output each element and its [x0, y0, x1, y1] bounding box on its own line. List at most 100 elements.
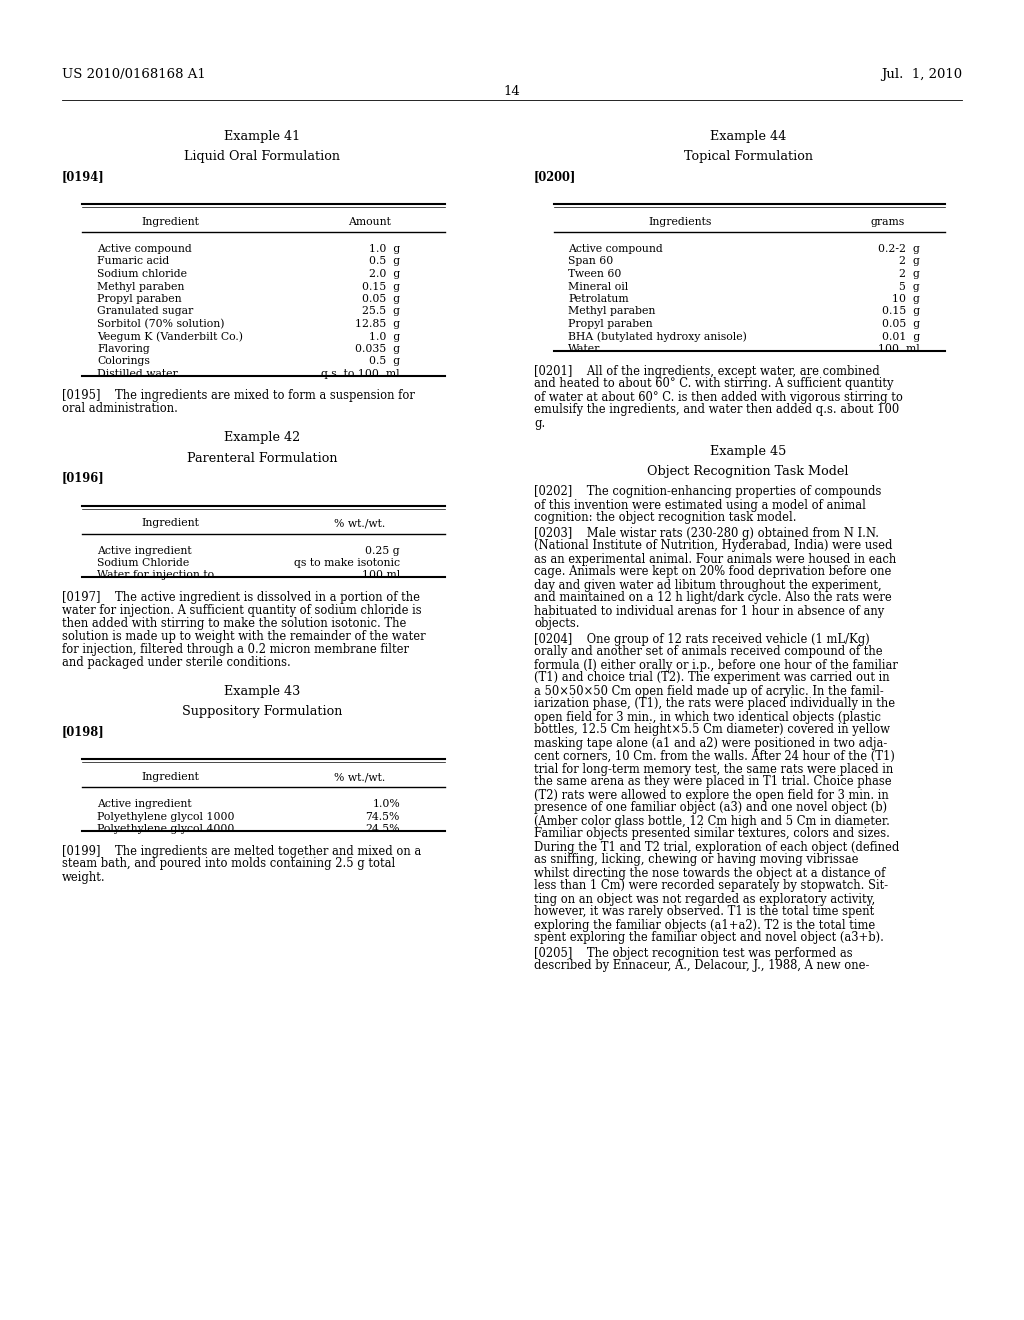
Text: [0201]    All of the ingredients, except water, are combined: [0201] All of the ingredients, except wa…: [534, 364, 880, 378]
Text: oral administration.: oral administration.: [62, 403, 178, 416]
Text: and packaged under sterile conditions.: and packaged under sterile conditions.: [62, 656, 291, 669]
Text: cognition: the object recognition task model.: cognition: the object recognition task m…: [534, 511, 797, 524]
Text: and maintained on a 12 h light/dark cycle. Also the rats were: and maintained on a 12 h light/dark cycl…: [534, 591, 892, 605]
Text: 1.0  g: 1.0 g: [369, 331, 400, 342]
Text: Active ingredient: Active ingredient: [97, 545, 191, 556]
Text: Familiar objects presented similar textures, colors and sizes.: Familiar objects presented similar textu…: [534, 828, 890, 841]
Text: Petrolatum: Petrolatum: [568, 294, 629, 304]
Text: [0198]: [0198]: [62, 725, 104, 738]
Text: 1.0%: 1.0%: [373, 799, 400, 809]
Text: Water: Water: [568, 345, 600, 354]
Text: 0.15  g: 0.15 g: [882, 306, 920, 317]
Text: % wt./wt.: % wt./wt.: [335, 519, 386, 528]
Text: Sodium chloride: Sodium chloride: [97, 269, 187, 279]
Text: Tween 60: Tween 60: [568, 269, 622, 279]
Text: 0.05  g: 0.05 g: [882, 319, 920, 329]
Text: Flavoring: Flavoring: [97, 345, 150, 354]
Text: Mineral oil: Mineral oil: [568, 281, 629, 292]
Text: ting on an object was not regarded as exploratory activity,: ting on an object was not regarded as ex…: [534, 892, 876, 906]
Text: [0202]    The cognition-enhancing properties of compounds: [0202] The cognition-enhancing propertie…: [534, 486, 882, 499]
Text: water for injection. A sufficient quantity of sodium chloride is: water for injection. A sufficient quanti…: [62, 605, 422, 616]
Text: Ingredient: Ingredient: [141, 216, 199, 227]
Text: Active compound: Active compound: [97, 244, 191, 253]
Text: % wt./wt.: % wt./wt.: [335, 772, 386, 781]
Text: (National Institute of Nutrition, Hyderabad, India) were used: (National Institute of Nutrition, Hydera…: [534, 540, 893, 553]
Text: 100  ml: 100 ml: [879, 345, 920, 354]
Text: exploring the familiar objects (a1+a2). T2 is the total time: exploring the familiar objects (a1+a2). …: [534, 919, 876, 932]
Text: Suppository Formulation: Suppository Formulation: [182, 705, 342, 718]
Text: as sniffing, licking, chewing or having moving vibrissae: as sniffing, licking, chewing or having …: [534, 854, 858, 866]
Text: [0196]: [0196]: [62, 471, 104, 484]
Text: Ingredient: Ingredient: [141, 519, 199, 528]
Text: 0.2-2  g: 0.2-2 g: [879, 244, 920, 253]
Text: (Amber color glass bottle, 12 Cm high and 5 Cm in diameter.: (Amber color glass bottle, 12 Cm high an…: [534, 814, 890, 828]
Text: (T1) and choice trial (T2). The experiment was carried out in: (T1) and choice trial (T2). The experime…: [534, 672, 890, 685]
Text: Ingredients: Ingredients: [648, 216, 712, 227]
Text: as an experimental animal. Four animals were housed in each: as an experimental animal. Four animals …: [534, 553, 896, 565]
Text: spent exploring the familiar object and novel object (a3+b).: spent exploring the familiar object and …: [534, 932, 884, 945]
Text: 2  g: 2 g: [899, 269, 920, 279]
Text: Parenteral Formulation: Parenteral Formulation: [186, 451, 337, 465]
Text: 0.5  g: 0.5 g: [369, 356, 400, 367]
Text: [0203]    Male wistar rats (230-280 g) obtained from N I.N.: [0203] Male wistar rats (230-280 g) obta…: [534, 527, 879, 540]
Text: formula (I) either orally or i.p., before one hour of the familiar: formula (I) either orally or i.p., befor…: [534, 659, 898, 672]
Text: Topical Formulation: Topical Formulation: [683, 150, 812, 162]
Text: [0199]    The ingredients are melted together and mixed on a: [0199] The ingredients are melted togeth…: [62, 845, 421, 858]
Text: During the T1 and T2 trial, exploration of each object (defined: During the T1 and T2 trial, exploration …: [534, 841, 899, 854]
Text: Sorbitol (70% solution): Sorbitol (70% solution): [97, 319, 224, 329]
Text: less than 1 Cm) were recorded separately by stopwatch. Sit-: less than 1 Cm) were recorded separately…: [534, 879, 888, 892]
Text: Sodium Chloride: Sodium Chloride: [97, 558, 189, 568]
Text: Water for injection to: Water for injection to: [97, 570, 214, 581]
Text: Propyl paraben: Propyl paraben: [97, 294, 181, 304]
Text: Methyl paraben: Methyl paraben: [568, 306, 655, 317]
Text: 74.5%: 74.5%: [366, 812, 400, 821]
Text: trial for long-term memory test, the same rats were placed in: trial for long-term memory test, the sam…: [534, 763, 893, 776]
Text: Active compound: Active compound: [568, 244, 663, 253]
Text: 100 ml: 100 ml: [361, 570, 400, 581]
Text: Propyl paraben: Propyl paraben: [568, 319, 652, 329]
Text: 0.05  g: 0.05 g: [361, 294, 400, 304]
Text: of this invention were estimated using a model of animal: of this invention were estimated using a…: [534, 499, 866, 511]
Text: qs to make isotonic: qs to make isotonic: [294, 558, 400, 568]
Text: [0205]    The object recognition test was performed as: [0205] The object recognition test was p…: [534, 946, 853, 960]
Text: US 2010/0168168 A1: US 2010/0168168 A1: [62, 69, 206, 81]
Text: (T2) rats were allowed to explore the open field for 3 min. in: (T2) rats were allowed to explore the op…: [534, 788, 889, 801]
Text: Jul.  1, 2010: Jul. 1, 2010: [881, 69, 962, 81]
Text: 1.0  g: 1.0 g: [369, 244, 400, 253]
Text: Liquid Oral Formulation: Liquid Oral Formulation: [184, 150, 340, 162]
Text: Granulated sugar: Granulated sugar: [97, 306, 194, 317]
Text: [0197]    The active ingredient is dissolved in a portion of the: [0197] The active ingredient is dissolve…: [62, 591, 420, 605]
Text: solution is made up to weight with the remainder of the water: solution is made up to weight with the r…: [62, 630, 426, 643]
Text: 0.15  g: 0.15 g: [361, 281, 400, 292]
Text: a 50×50×50 Cm open field made up of acrylic. In the famil-: a 50×50×50 Cm open field made up of acry…: [534, 685, 884, 697]
Text: whilst directing the nose towards the object at a distance of: whilst directing the nose towards the ob…: [534, 866, 886, 879]
Text: 24.5%: 24.5%: [366, 824, 400, 834]
Text: 5  g: 5 g: [899, 281, 920, 292]
Text: Example 41: Example 41: [224, 129, 300, 143]
Text: 0.25 g: 0.25 g: [366, 545, 400, 556]
Text: Amount: Amount: [348, 216, 391, 227]
Text: 2  g: 2 g: [899, 256, 920, 267]
Text: orally and another set of animals received compound of the: orally and another set of animals receiv…: [534, 645, 883, 659]
Text: Veegum K (Vanderbilt Co.): Veegum K (Vanderbilt Co.): [97, 331, 243, 342]
Text: described by Ennaceur, A., Delacour, J., 1988, A new one-: described by Ennaceur, A., Delacour, J.,…: [534, 960, 869, 973]
Text: [0200]: [0200]: [534, 170, 577, 183]
Text: Polyethylene glycol 1000: Polyethylene glycol 1000: [97, 812, 234, 821]
Text: the same arena as they were placed in T1 trial. Choice phase: the same arena as they were placed in T1…: [534, 776, 892, 788]
Text: [0194]: [0194]: [62, 170, 104, 183]
Text: day and given water ad libitum throughout the experiment,: day and given water ad libitum throughou…: [534, 578, 882, 591]
Text: and heated to about 60° C. with stirring. A sufficient quantity: and heated to about 60° C. with stirring…: [534, 378, 894, 391]
Text: 0.5  g: 0.5 g: [369, 256, 400, 267]
Text: Span 60: Span 60: [568, 256, 613, 267]
Text: 12.85  g: 12.85 g: [355, 319, 400, 329]
Text: 14: 14: [504, 84, 520, 98]
Text: bottles, 12.5 Cm height×5.5 Cm diameter) covered in yellow: bottles, 12.5 Cm height×5.5 Cm diameter)…: [534, 723, 890, 737]
Text: Example 42: Example 42: [224, 432, 300, 445]
Text: [0204]    One group of 12 rats received vehicle (1 mL/Kg): [0204] One group of 12 rats received veh…: [534, 632, 869, 645]
Text: Fumaric acid: Fumaric acid: [97, 256, 169, 267]
Text: then added with stirring to make the solution isotonic. The: then added with stirring to make the sol…: [62, 616, 407, 630]
Text: weight.: weight.: [62, 870, 105, 883]
Text: 0.01  g: 0.01 g: [882, 331, 920, 342]
Text: Colorings: Colorings: [97, 356, 150, 367]
Text: habituated to individual arenas for 1 hour in absence of any: habituated to individual arenas for 1 ho…: [534, 605, 885, 618]
